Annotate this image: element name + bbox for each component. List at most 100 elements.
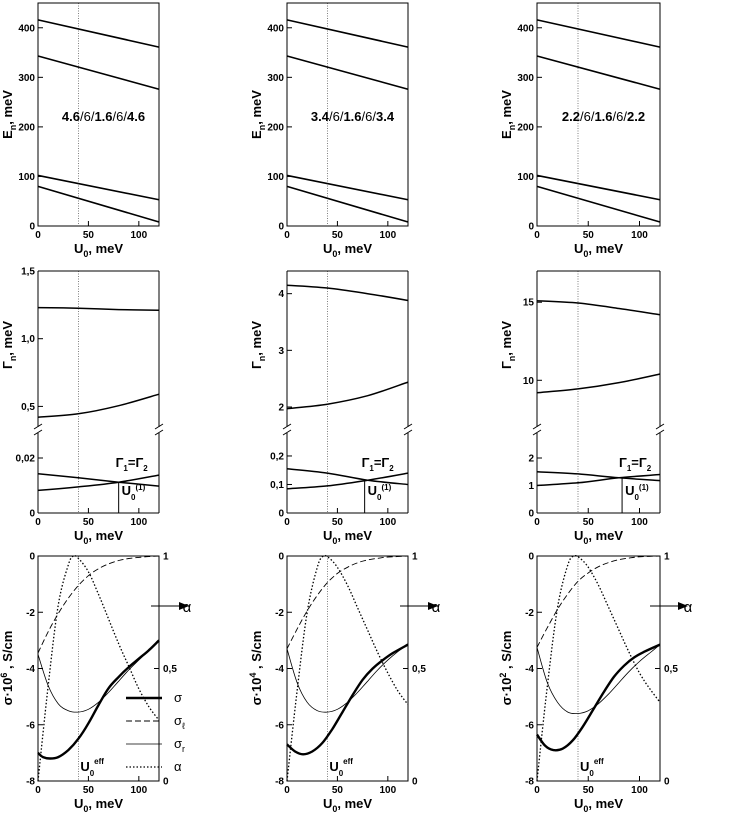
x-axis-title: U0, meV [574, 528, 623, 546]
y-tick-label: 100 [517, 172, 534, 183]
y-axis-title: σ·106 , S/cm [0, 631, 15, 706]
ueff-label: U0eff [80, 757, 104, 778]
axis-break-mark [282, 423, 292, 430]
y-tick-label: 0 [528, 509, 534, 520]
x-tick-label: 100 [130, 230, 147, 241]
plot-frame [286, 555, 409, 782]
curve-σr [37, 640, 160, 713]
y-tick-label: 0 [29, 222, 35, 233]
legend-label: α [174, 759, 182, 774]
legend-label: σ [174, 690, 182, 705]
y-tick-label: 2 [528, 454, 534, 465]
gamma-curve-Γ_high [536, 299, 661, 316]
u0-crossing-label: U0(1) [368, 483, 392, 502]
right-tick-label: 0,5 [412, 664, 426, 675]
y-tick-label: 0 [29, 509, 35, 520]
curve-α [37, 554, 160, 782]
axis-break-mark [282, 429, 292, 436]
x-tick-label: 50 [332, 517, 344, 528]
x-tick-label: 0 [35, 517, 41, 528]
energy-level-E3 [286, 55, 409, 90]
crossing-label: Γ1=Γ2 [362, 455, 395, 473]
x-tick-label: 50 [332, 785, 344, 796]
ueff-label: U0eff [329, 757, 353, 778]
y-tick-label: 400 [267, 23, 284, 34]
gamma-curve-Γ2 [37, 474, 160, 492]
energy-panel-2: 0 100 200 300 400 0 50 100 En, meV U0, meV 3.4/6/1… [249, 2, 409, 259]
x-tick-label: 100 [379, 517, 396, 528]
gamma-curve-Γ_high [286, 284, 409, 302]
x-tick-label: 50 [583, 517, 595, 528]
u0-crossing-label: U0(1) [625, 483, 649, 502]
x-tick-label: 100 [631, 785, 648, 796]
axis-break-mark [33, 423, 43, 430]
x-tick-label: 0 [35, 230, 41, 241]
gamma-panel-2: 2 3 4 0 0,1 0,2 0 50 100 Γ1=Γ2 U0(1) Γn, meV U0, meV [249, 270, 413, 546]
x-tick-label: 100 [379, 230, 396, 241]
y-tick-label: -8 [275, 777, 284, 788]
right-axis-title: α [432, 599, 441, 616]
x-tick-label: 50 [332, 230, 344, 241]
structure-annotation: 4.6/6/1.6/6/4.6 [62, 109, 145, 124]
x-tick-label: 0 [284, 785, 290, 796]
arrow-icon [428, 602, 438, 610]
x-axis-title: U0, meV [574, 241, 623, 259]
x-tick-label: 0 [534, 230, 540, 241]
y-tick-label: 0 [278, 222, 284, 233]
y-tick-label: 0,02 [16, 454, 36, 465]
axis-break-mark [655, 429, 665, 436]
energy-level-E4 [536, 19, 661, 48]
gamma-curve-Γ1 [536, 471, 661, 482]
plot-frame [286, 2, 409, 227]
x-tick-label: 100 [631, 517, 648, 528]
plot-frame [536, 555, 661, 782]
y-tick-label: 100 [18, 172, 35, 183]
curve-σℓ [37, 555, 160, 654]
energy-panel-1: 0 100 200 300 400 0 50 100 En, meV U0, meV 4.6/6/1… [0, 2, 160, 259]
energy-panel-3: 0 100 200 300 400 0 50 100 En, meV U0, meV 2.2/6/1… [499, 2, 661, 259]
y-tick-label: -6 [275, 720, 284, 731]
gamma-curve-Γ1 [286, 468, 409, 486]
y-tick-label: 4 [278, 289, 284, 300]
x-tick-label: 0 [534, 785, 540, 796]
legend-label: σr [174, 736, 185, 754]
y-axis-title: σ·102 , S/cm [498, 631, 514, 706]
y-tick-label: 400 [18, 23, 35, 34]
y-tick-label: -2 [26, 608, 35, 619]
right-tick-label: 1 [664, 552, 670, 563]
conductivity-panel-3: -8 -6 -4 -2 0 0 0,5 1 0 50 100 α U0eff σ·102 , S/cm U0… [498, 552, 693, 815]
y-tick-label: 1,0 [21, 334, 35, 345]
x-tick-label: 50 [83, 785, 95, 796]
axis-break-mark [655, 423, 665, 430]
y-tick-label: 0,1 [270, 480, 284, 491]
x-tick-label: 50 [83, 517, 95, 528]
legend-label: σℓ [174, 713, 186, 731]
gamma-curve-Γ2 [536, 473, 661, 487]
gamma-curve-Γ_low [536, 373, 661, 394]
x-tick-label: 0 [534, 517, 540, 528]
right-tick-label: 1 [412, 552, 418, 563]
y-tick-label: -2 [275, 608, 284, 619]
gamma-curve-Γ_low [286, 381, 409, 410]
x-tick-label: 50 [583, 785, 595, 796]
curve-σℓ [536, 555, 661, 648]
axis-break-mark [154, 423, 164, 430]
axis-break-mark [154, 429, 164, 436]
curve-σℓ [286, 555, 409, 650]
gamma-curve-Γ_high [37, 306, 160, 312]
y-axis-title: Γn, meV [499, 321, 517, 369]
structure-annotation: 3.4/6/1.6/6/3.4 [311, 109, 395, 124]
plot-frame [536, 2, 661, 227]
y-tick-label: 0 [278, 509, 284, 520]
x-tick-label: 0 [284, 517, 290, 528]
y-tick-label: -4 [525, 664, 534, 675]
x-axis-title: U0, meV [574, 796, 623, 814]
crossing-label: Γ1=Γ2 [116, 455, 149, 473]
y-tick-label: 3 [278, 346, 284, 357]
energy-level-E3 [536, 55, 661, 90]
right-tick-label: 0,5 [664, 664, 678, 675]
y-tick-label: 200 [18, 122, 35, 133]
x-axis-title: U0, meV [74, 528, 123, 546]
y-tick-label: 100 [267, 172, 284, 183]
